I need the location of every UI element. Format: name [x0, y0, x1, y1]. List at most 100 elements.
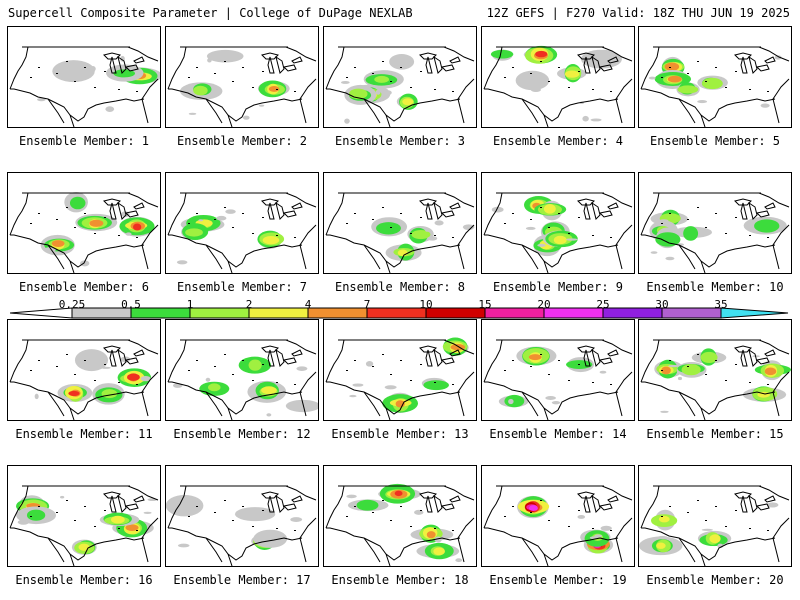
scp-field-blob: [234, 507, 276, 522]
great-lake-outline: [117, 201, 127, 220]
ensemble-member-caption: Ensemble Member: 15: [646, 427, 784, 441]
scp-field-blob: [285, 399, 318, 413]
scp-field-speck: [143, 511, 152, 514]
colorbar-level-label: 4: [304, 298, 312, 311]
scp-field-speck: [365, 361, 374, 367]
station-mark: [188, 370, 190, 371]
great-lake-outline: [275, 55, 285, 74]
great-lake-outline: [598, 64, 613, 72]
ensemble-member-caption: Ensemble Member: 8: [334, 280, 466, 294]
great-lake-outline: [433, 348, 443, 367]
station-mark: [66, 207, 68, 208]
great-lake-outline: [591, 201, 601, 220]
scp-field-speck: [349, 394, 357, 398]
scp-field-blob: [180, 82, 223, 100]
station-mark: [242, 360, 244, 361]
ensemble-member-caption: Ensemble Member: 12: [173, 427, 311, 441]
scp-field-speck: [566, 238, 578, 241]
ensemble-map-panel: [323, 172, 477, 274]
station-mark: [558, 360, 560, 361]
coastline: [483, 485, 633, 563]
station-mark: [276, 235, 278, 236]
coastline: [9, 46, 159, 124]
station-mark: [214, 366, 216, 367]
great-lake-outline: [764, 202, 776, 210]
station-mark: [548, 227, 550, 228]
ensemble-map-panel: [638, 465, 792, 567]
scp-map: [167, 46, 317, 127]
station-mark: [661, 516, 663, 517]
station-mark: [504, 223, 506, 224]
station-mark: [390, 227, 392, 228]
ensemble-map-panel: [638, 319, 792, 421]
mexico-coastline: [678, 537, 706, 566]
great-lake-outline: [755, 357, 770, 365]
scp-field-speck: [752, 355, 760, 358]
scp-field-speck: [296, 366, 308, 371]
station-mark: [661, 223, 663, 224]
scp-field-speck: [177, 543, 190, 548]
great-lake-outline: [291, 56, 303, 64]
station-mark: [276, 528, 278, 529]
station-mark: [749, 528, 751, 529]
colorbar-level-label: 0.5: [121, 298, 141, 311]
scp-field-speck: [599, 370, 607, 374]
station-mark: [38, 360, 40, 361]
scp-field-blob: [661, 56, 685, 79]
mexico-coastline: [363, 537, 391, 566]
station-mark: [687, 73, 689, 74]
great-lake-outline: [275, 348, 285, 367]
scp-field-blob: [697, 530, 732, 547]
scp-field-speck: [491, 206, 504, 213]
station-mark: [452, 237, 454, 238]
station-mark: [512, 506, 514, 507]
scp-field-blob: [371, 217, 408, 237]
scp-field-speck: [537, 243, 546, 247]
great-lake-outline: [591, 348, 601, 367]
scp-field-speck: [774, 55, 782, 60]
station-mark: [354, 506, 356, 507]
scp-field-blob: [117, 368, 152, 387]
scp-map: [640, 46, 790, 127]
great-lake-outline: [425, 56, 433, 74]
station-mark: [74, 520, 76, 521]
station-mark: [214, 219, 216, 220]
station-mark: [767, 237, 769, 238]
scp-map: [9, 485, 159, 566]
scp-field-speck: [225, 209, 236, 214]
mexico-coastline: [47, 537, 75, 566]
great-lake-outline: [275, 201, 285, 220]
station-mark: [697, 354, 699, 355]
colorbar-segment: [248, 307, 309, 319]
great-lake-outline: [117, 348, 127, 367]
station-mark: [30, 77, 32, 78]
scp-field-speck: [657, 535, 668, 540]
great-lake-outline: [598, 503, 613, 511]
station-mark: [687, 219, 689, 220]
mexico-coastline: [363, 244, 391, 273]
station-mark: [715, 67, 717, 68]
station-mark: [354, 213, 356, 214]
station-mark: [530, 512, 532, 513]
scp-field-speck: [100, 366, 111, 369]
station-mark: [661, 77, 663, 78]
great-lake-outline: [449, 349, 461, 357]
station-mark: [66, 354, 68, 355]
ensemble-map-panel: [165, 172, 319, 274]
great-lake-outline: [748, 494, 758, 513]
station-mark: [749, 382, 751, 383]
great-lake-outline: [433, 494, 443, 513]
station-mark: [705, 520, 707, 521]
station-mark: [294, 530, 296, 531]
station-mark: [504, 370, 506, 371]
station-mark: [735, 71, 737, 72]
scp-field-speck: [701, 528, 714, 531]
scp-field-blob: [71, 539, 97, 555]
mexico-coastline: [47, 391, 75, 420]
scp-field-blob: [754, 360, 791, 381]
scp-field-blob: [639, 536, 683, 556]
station-mark: [749, 235, 751, 236]
great-lake-outline: [583, 495, 591, 513]
station-mark: [118, 235, 120, 236]
station-mark: [578, 364, 580, 365]
